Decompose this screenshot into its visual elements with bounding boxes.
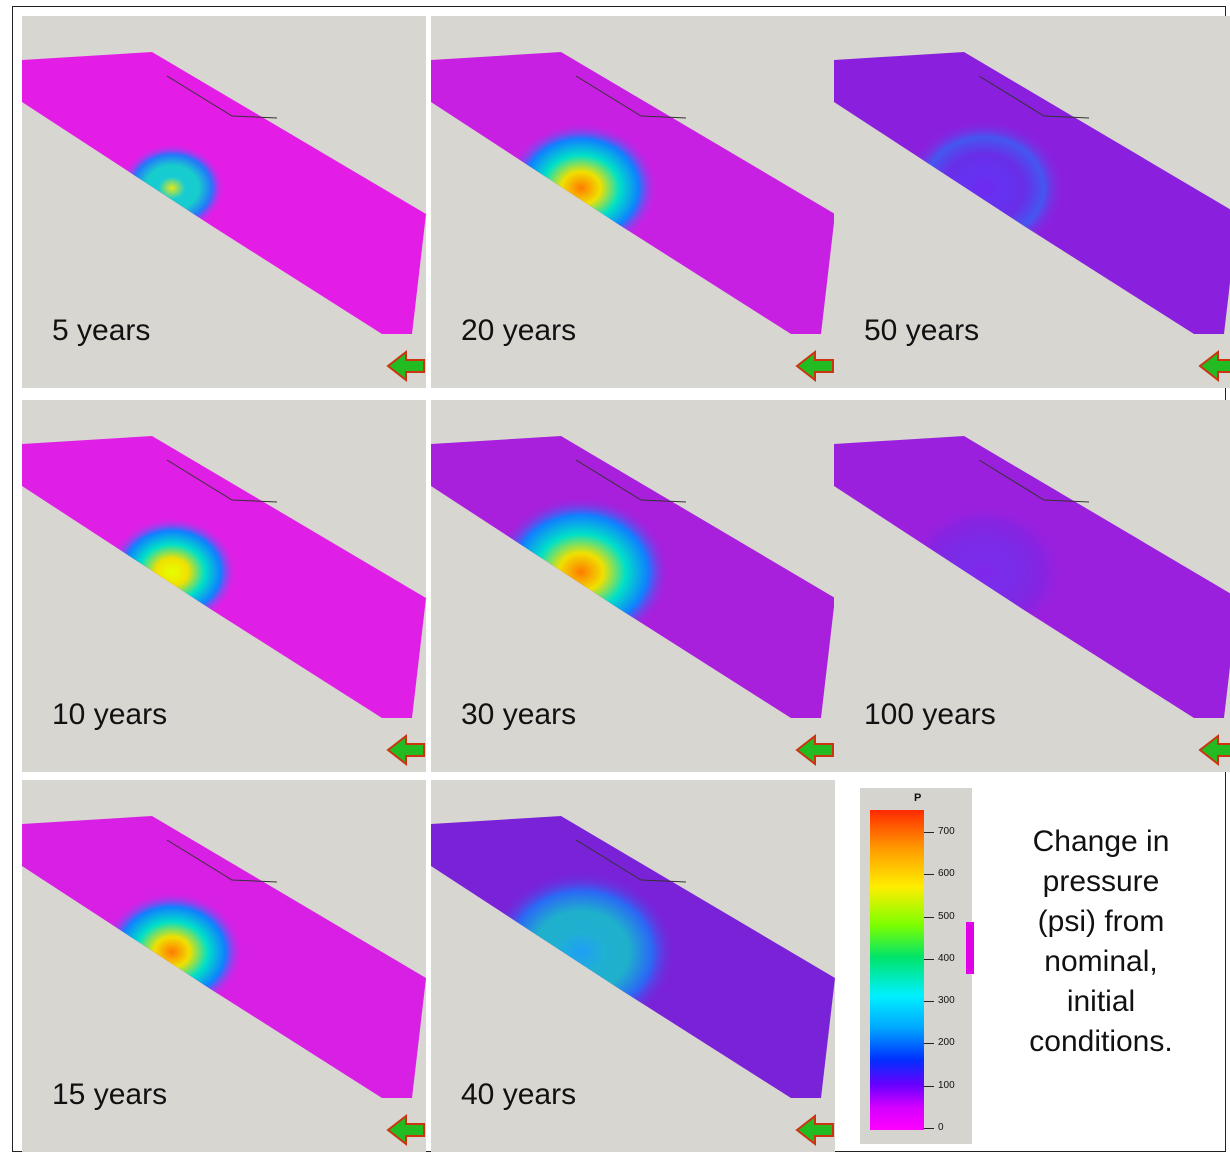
legend-tick-label: 600: [938, 868, 955, 880]
well-path: [978, 75, 1090, 119]
legend-tick-label: 700: [938, 826, 955, 837]
legend-tick: [924, 1128, 934, 1129]
orientation-arrow-icon: [386, 349, 425, 383]
panel-time-label: 40 years: [461, 1078, 577, 1111]
pressure-plume-render: [22, 52, 426, 383]
legend-tick: [924, 958, 934, 960]
simulation-panel: 20 years: [431, 16, 835, 388]
pressure-plume-render: [431, 436, 835, 767]
caption-line: conditions.: [1029, 1025, 1173, 1058]
pressure-plume-render: [431, 52, 835, 383]
pressure-plume: [119, 143, 225, 233]
pressure-plume: [904, 504, 1064, 640]
simulation-panel: 30 years: [431, 400, 835, 772]
pressure-plume: [492, 496, 670, 648]
caption-line: Change in: [1032, 825, 1170, 858]
legend-tick: [924, 1043, 934, 1045]
legend-tick-label: 400: [938, 952, 955, 964]
simulation-panel: 10 years: [22, 400, 426, 772]
pressure-plume-render: [22, 816, 426, 1147]
well-path: [166, 459, 278, 503]
caption-line: initial: [1066, 985, 1136, 1018]
legend-tick-label: 500: [938, 910, 955, 922]
pressure-plume: [101, 891, 243, 1013]
well-path: [575, 459, 687, 503]
legend-tick-label: 200: [938, 1037, 955, 1049]
legend-tick: [924, 1085, 934, 1087]
orientation-arrow-icon: [1198, 733, 1230, 767]
orientation-arrow-icon: [795, 733, 834, 767]
legend-tick-label: 100: [938, 1079, 955, 1091]
well-path: [978, 459, 1090, 503]
orientation-arrow-icon: [1198, 349, 1230, 383]
caption-line: nominal,: [1044, 945, 1158, 978]
color-sliver: [966, 922, 974, 974]
legend-tick: [924, 916, 934, 918]
caption-line: pressure: [1042, 865, 1160, 898]
simulation-panel: 100 years: [834, 400, 1230, 772]
well-path: [166, 839, 278, 883]
orientation-arrow-icon: [386, 1113, 425, 1147]
panel-time-label: 50 years: [864, 314, 980, 347]
pressure-color-legend: P 700 600 500 400 300 200 100 0: [860, 788, 972, 1144]
well-path: [575, 839, 687, 883]
legend-tick-label: 0: [938, 1122, 944, 1133]
caption-line: (psi) from: [1037, 905, 1165, 938]
simulation-panel: 15 years: [22, 780, 426, 1152]
pressure-plume: [107, 517, 237, 627]
legend-tick: [924, 1001, 934, 1003]
pressure-plume-render: [834, 436, 1230, 767]
panel-time-label: 10 years: [52, 698, 168, 731]
pressure-plume: [904, 120, 1064, 256]
orientation-arrow-icon: [795, 1113, 834, 1147]
well-path: [166, 75, 278, 119]
pressure-plume: [504, 122, 658, 254]
pressure-plume-render: [431, 816, 835, 1147]
panel-time-label: 100 years: [864, 698, 996, 731]
legend-tick: [924, 832, 934, 833]
legend-caption: Change in pressure (psi) from nominal, i…: [986, 822, 1216, 1062]
simulation-panel: 50 years: [834, 16, 1230, 388]
panel-time-label: 5 years: [52, 314, 151, 347]
legend-tick-label: 300: [938, 995, 955, 1007]
legend-color-bar: [870, 810, 924, 1130]
well-path: [575, 75, 687, 119]
orientation-arrow-icon: [386, 733, 425, 767]
panel-time-label: 20 years: [461, 314, 577, 347]
pressure-plume: [486, 871, 676, 1033]
simulation-panel: 5 years: [22, 16, 426, 388]
legend-tick: [924, 874, 934, 876]
pressure-plume-render: [22, 436, 426, 767]
panel-time-label: 30 years: [461, 698, 577, 731]
panel-time-label: 15 years: [52, 1078, 168, 1111]
simulation-panel: 40 years: [431, 780, 835, 1152]
legend-title: P: [914, 792, 922, 804]
pressure-plume-render: [834, 52, 1230, 383]
orientation-arrow-icon: [795, 349, 834, 383]
